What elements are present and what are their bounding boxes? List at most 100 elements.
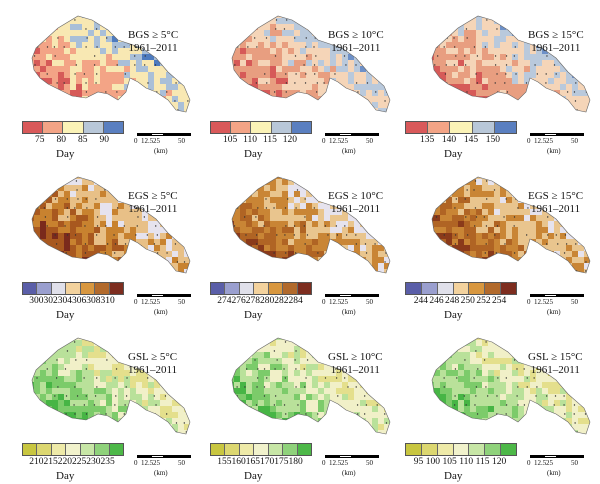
station-dot <box>35 180 38 182</box>
legend-swatch <box>211 283 226 294</box>
map-cell <box>536 221 543 228</box>
map-cell <box>446 209 453 216</box>
map-cell <box>136 370 143 377</box>
map-cell <box>294 245 301 252</box>
map-cell <box>34 90 41 97</box>
map-cell <box>136 177 143 180</box>
map-cell <box>58 30 65 37</box>
map-cell <box>32 370 35 377</box>
map-cell <box>476 233 483 240</box>
map-cell <box>40 60 47 67</box>
map-cell <box>34 96 41 103</box>
map-cell <box>324 394 331 401</box>
map-cell <box>590 233 596 239</box>
map-cell <box>264 209 271 216</box>
map-cell <box>232 251 235 258</box>
map-cell <box>554 16 561 19</box>
station-dot <box>506 91 509 93</box>
station-dot <box>547 216 549 218</box>
map-cell <box>482 108 489 112</box>
map-cell <box>100 340 107 347</box>
map-cell <box>270 233 277 240</box>
map-cell <box>228 114 234 120</box>
station-dot <box>83 422 86 424</box>
map-cell <box>530 269 537 273</box>
scale-label: 50 <box>178 459 185 467</box>
map-cell <box>258 209 265 216</box>
map-cell <box>476 108 483 112</box>
map-cell <box>252 24 259 31</box>
map-cell <box>136 406 143 413</box>
map-cell <box>240 269 247 273</box>
legend-tick-label: 85 <box>78 135 88 145</box>
station-dot <box>75 64 78 66</box>
station-dot <box>175 377 177 379</box>
map-cell <box>294 338 301 341</box>
map-cell <box>112 84 119 91</box>
map-cell <box>294 72 301 79</box>
map-cell <box>70 108 77 112</box>
map-cell <box>330 376 337 383</box>
station-dot <box>147 377 149 379</box>
station-dot <box>255 180 257 182</box>
map-cell <box>184 358 190 365</box>
map-cell <box>384 394 390 401</box>
legend-tick-label: 145 <box>463 135 479 145</box>
map-cell <box>184 436 190 442</box>
legend-swatch <box>254 283 269 294</box>
map-cell <box>32 338 35 341</box>
map-cell <box>232 16 235 19</box>
station-dot <box>513 55 516 57</box>
map-cell <box>458 179 465 186</box>
map-cell <box>70 388 77 395</box>
map-cell <box>34 36 41 43</box>
map-cell <box>372 221 379 228</box>
map-cell <box>46 406 53 413</box>
map-cell <box>190 173 196 179</box>
map-cell <box>58 370 65 377</box>
map-cell <box>530 245 537 252</box>
map-cell <box>258 406 265 413</box>
map-cell <box>548 263 555 270</box>
map-cell <box>354 424 361 431</box>
station-dot <box>113 100 115 102</box>
map-cell <box>530 102 537 109</box>
map-cell <box>58 406 65 413</box>
map-cell <box>258 197 265 204</box>
map-cell <box>142 430 149 434</box>
map-cell <box>378 269 385 273</box>
map-cell <box>464 221 471 228</box>
station-dot <box>233 413 236 415</box>
map-cell <box>470 48 477 55</box>
station-dot <box>136 100 139 102</box>
map-cell <box>318 382 325 389</box>
map-cell <box>64 338 71 341</box>
map-cell <box>276 424 283 431</box>
map-cell <box>348 233 355 240</box>
map-cell <box>318 233 325 240</box>
map-cell <box>252 275 258 281</box>
map-cell <box>282 346 289 353</box>
map-cell <box>542 215 549 222</box>
map-cell <box>130 209 137 216</box>
map-cell <box>584 66 590 73</box>
map-cell <box>434 239 441 246</box>
map-cell <box>360 108 367 112</box>
map-cell <box>118 48 125 55</box>
map-cell <box>384 382 390 389</box>
map-cell <box>500 263 507 270</box>
map-cell <box>130 412 137 419</box>
map-cell <box>432 54 435 61</box>
map-cell <box>354 84 361 91</box>
map-cell <box>228 275 234 281</box>
map-cell <box>160 78 167 85</box>
map-cell <box>240 340 247 347</box>
map-cell <box>136 436 142 442</box>
map-cell <box>58 251 65 258</box>
map-cell <box>542 48 549 55</box>
map-cell <box>342 96 349 103</box>
map-cell <box>476 179 483 186</box>
map-cell <box>446 185 453 192</box>
map-cell <box>184 406 190 413</box>
legend-tick-label: 105 <box>223 135 238 145</box>
